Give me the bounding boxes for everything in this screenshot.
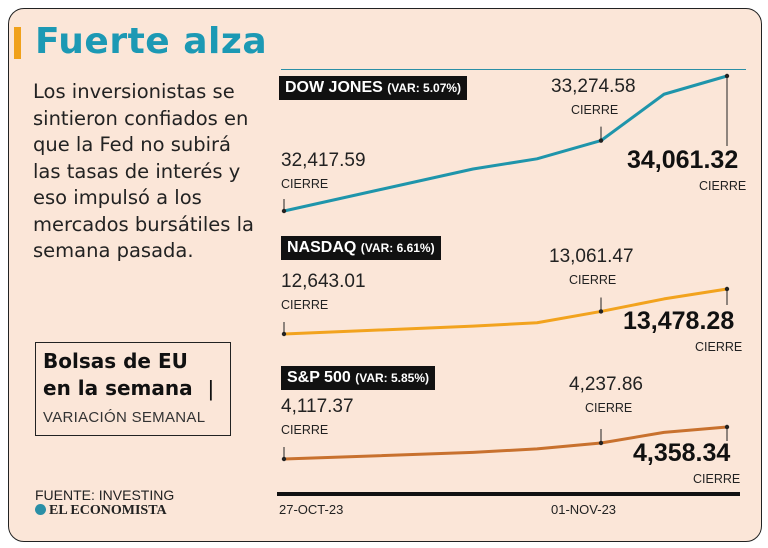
series-line-1 bbox=[283, 287, 728, 336]
x-axis-end-label: 01-NOV-23 bbox=[551, 502, 617, 517]
data-point-1-3 bbox=[598, 309, 604, 314]
summary-line-2: en la semana bbox=[43, 376, 193, 400]
sp500-end-close: CIERRE bbox=[693, 472, 741, 486]
title-accent-bar bbox=[14, 27, 21, 59]
dow-mid-close: CIERRE bbox=[571, 103, 619, 117]
x-axis-start-label: 27-OCT-23 bbox=[279, 502, 344, 517]
sp500-label-box: S&P 500 (VAR: 5.85%) bbox=[281, 366, 435, 390]
dow-end-close: CIERRE bbox=[699, 179, 747, 193]
nasdaq-end-close: CIERRE bbox=[695, 340, 743, 354]
nasdaq-name: NASDAQ bbox=[287, 239, 357, 256]
logo-text: EL ECONOMISTA bbox=[49, 503, 167, 518]
data-point-1-0 bbox=[281, 331, 287, 337]
data-point-0-0 bbox=[281, 208, 287, 214]
nasdaq-mid-value: 13,061.47 bbox=[549, 246, 634, 267]
dow-variation: (VAR: 5.07%) bbox=[387, 81, 462, 95]
nasdaq-variation: (VAR: 6.61%) bbox=[360, 241, 435, 255]
summary-line-3: VARIACIÓN SEMANAL bbox=[43, 409, 206, 426]
source-text: FUENTE: INVESTING bbox=[35, 487, 175, 503]
series-line-2 bbox=[283, 425, 728, 461]
dow-start-close: CIERRE bbox=[281, 177, 329, 191]
sp500-end-value: 4,358.34 bbox=[633, 439, 731, 467]
summary-line-1: Bolsas de EU bbox=[43, 349, 188, 373]
page-title: Fuerte alza bbox=[35, 21, 268, 62]
summary-box: Bolsas de EU en la semana | VARIACIÓN SE… bbox=[35, 342, 231, 436]
sp500-mid-close: CIERRE bbox=[585, 401, 633, 415]
sp500-variation: (VAR: 5.85%) bbox=[355, 371, 429, 385]
dow-name: DOW JONES bbox=[285, 79, 383, 96]
nasdaq-start-close: CIERRE bbox=[281, 298, 329, 312]
dow-label-box: DOW JONES (VAR: 5.07%) bbox=[279, 76, 468, 100]
data-point-2-3 bbox=[598, 440, 604, 446]
title-divider bbox=[281, 69, 746, 70]
sp500-mid-value: 4,237.86 bbox=[569, 374, 643, 395]
sp500-start-close: CIERRE bbox=[281, 423, 329, 437]
nasdaq-mid-close: CIERRE bbox=[569, 273, 617, 287]
dow-mid-value: 33,274.58 bbox=[551, 76, 636, 97]
data-point-2-5 bbox=[724, 424, 730, 430]
logo-icon bbox=[35, 504, 46, 515]
nasdaq-start-value: 12,643.01 bbox=[281, 271, 366, 292]
data-point-0-3 bbox=[598, 138, 604, 143]
sp500-name: S&P 500 bbox=[287, 369, 351, 386]
nasdaq-label-box: NASDAQ (VAR: 6.61%) bbox=[281, 236, 441, 260]
data-point-0-5 bbox=[724, 73, 730, 79]
data-point-1-5 bbox=[724, 286, 730, 292]
data-point-2-0 bbox=[281, 456, 287, 462]
series-line-0 bbox=[283, 74, 728, 213]
sp500-start-value: 4,117.37 bbox=[281, 396, 354, 417]
nasdaq-end-value: 13,478.28 bbox=[623, 307, 735, 335]
summary-divider: | bbox=[208, 376, 214, 401]
description-text: Los inversionistas se sintieron confiado… bbox=[33, 80, 254, 262]
publisher-logo: EL ECONOMISTA bbox=[35, 503, 167, 519]
dow-start-value: 32,417.59 bbox=[281, 150, 366, 171]
dow-end-value: 34,061.32 bbox=[627, 146, 739, 174]
